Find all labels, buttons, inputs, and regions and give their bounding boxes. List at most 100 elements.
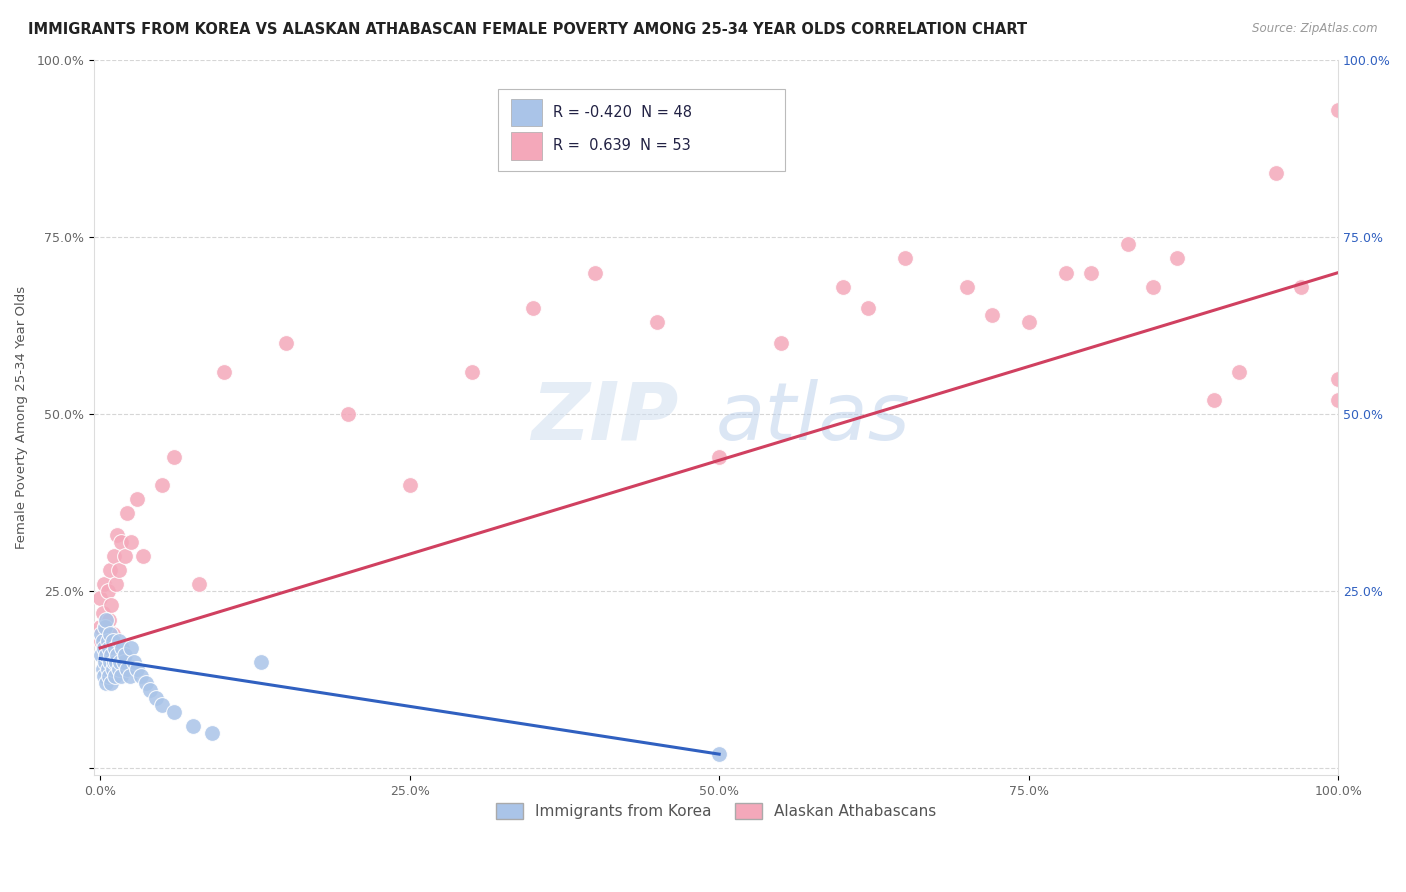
Point — [138, 683, 160, 698]
Point — [114, 549, 136, 563]
Point — [91, 633, 114, 648]
Point — [1142, 279, 1164, 293]
Point — [105, 655, 128, 669]
Point — [894, 252, 917, 266]
Text: IMMIGRANTS FROM KOREA VS ALASKAN ATHABASCAN FEMALE POVERTY AMONG 25-34 YEAR OLDS: IMMIGRANTS FROM KOREA VS ALASKAN ATHABAS… — [28, 22, 1028, 37]
Y-axis label: Female Poverty Among 25-34 Year Olds: Female Poverty Among 25-34 Year Olds — [15, 286, 28, 549]
Legend: Immigrants from Korea, Alaskan Athabascans: Immigrants from Korea, Alaskan Athabasca… — [489, 797, 943, 825]
Point — [856, 301, 879, 315]
Point — [101, 662, 124, 676]
Point — [980, 308, 1002, 322]
Point — [1265, 166, 1288, 180]
Point — [188, 577, 211, 591]
Point — [103, 655, 125, 669]
Point — [150, 478, 173, 492]
Point — [91, 606, 114, 620]
Point — [101, 633, 124, 648]
Point — [832, 279, 855, 293]
Text: ZIP: ZIP — [531, 379, 679, 457]
Text: atlas: atlas — [716, 379, 911, 457]
Point — [1204, 393, 1226, 408]
Point — [91, 662, 114, 676]
Point — [200, 726, 222, 740]
Point — [110, 534, 132, 549]
Text: R =  0.639  N = 53: R = 0.639 N = 53 — [553, 138, 690, 153]
Point — [104, 640, 127, 655]
Text: Source: ZipAtlas.com: Source: ZipAtlas.com — [1253, 22, 1378, 36]
Point — [105, 577, 128, 591]
Point — [522, 301, 544, 315]
Point — [120, 534, 142, 549]
Point — [709, 747, 731, 761]
Point — [118, 669, 141, 683]
Point — [89, 620, 111, 634]
Point — [163, 705, 186, 719]
Point — [100, 648, 122, 662]
Point — [97, 640, 120, 655]
Point — [101, 626, 124, 640]
Point — [135, 676, 157, 690]
Point — [117, 662, 139, 676]
Point — [129, 669, 152, 683]
Point — [98, 563, 121, 577]
Point — [94, 620, 117, 634]
Point — [122, 655, 145, 669]
Point — [104, 669, 127, 683]
Point — [1327, 103, 1350, 117]
Point — [94, 620, 117, 634]
Point — [132, 549, 155, 563]
Point — [107, 633, 129, 648]
Point — [1018, 315, 1040, 329]
Point — [1289, 279, 1312, 293]
Point — [96, 584, 118, 599]
Point — [96, 633, 118, 648]
Point — [150, 698, 173, 712]
Point — [1327, 393, 1350, 408]
Point — [97, 669, 120, 683]
Point — [90, 633, 112, 648]
Point — [93, 669, 115, 683]
Point — [114, 648, 136, 662]
Point — [96, 640, 118, 655]
Point — [181, 719, 204, 733]
Point — [709, 450, 731, 464]
Point — [90, 626, 112, 640]
Point — [94, 655, 117, 669]
Point — [145, 690, 167, 705]
Point — [96, 648, 118, 662]
Point — [107, 527, 129, 541]
Point — [103, 549, 125, 563]
FancyBboxPatch shape — [498, 88, 785, 171]
Point — [1327, 372, 1350, 386]
Point — [90, 648, 112, 662]
Text: R = -0.420  N = 48: R = -0.420 N = 48 — [553, 105, 692, 120]
Point — [111, 640, 134, 655]
Point — [1116, 237, 1139, 252]
Point — [108, 655, 131, 669]
Point — [100, 676, 122, 690]
Point — [956, 279, 979, 293]
Point — [460, 365, 482, 379]
Point — [100, 599, 122, 613]
Point — [96, 613, 118, 627]
Point — [107, 662, 129, 676]
Point — [645, 315, 668, 329]
Point — [212, 365, 235, 379]
Point — [89, 591, 111, 606]
Point — [117, 507, 139, 521]
Point — [120, 640, 142, 655]
Point — [96, 662, 118, 676]
Point — [770, 336, 793, 351]
Point — [1166, 252, 1188, 266]
Point — [96, 676, 118, 690]
FancyBboxPatch shape — [510, 99, 541, 126]
Point — [110, 669, 132, 683]
Point — [1054, 266, 1077, 280]
Point — [127, 492, 149, 507]
Point — [274, 336, 297, 351]
Point — [1227, 365, 1250, 379]
Point — [93, 577, 115, 591]
Point — [107, 563, 129, 577]
Point — [336, 407, 359, 421]
Point — [98, 626, 121, 640]
